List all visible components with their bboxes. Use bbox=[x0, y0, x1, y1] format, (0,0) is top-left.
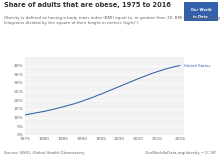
Text: Source: WHO, Global Health Observatory: Source: WHO, Global Health Observatory bbox=[4, 151, 85, 155]
Text: Share of adults that are obese, 1975 to 2016: Share of adults that are obese, 1975 to … bbox=[4, 2, 171, 7]
Text: OurWorldInData.org/obesity • CC BY: OurWorldInData.org/obesity • CC BY bbox=[145, 151, 216, 155]
Text: in Data: in Data bbox=[193, 15, 208, 19]
Text: United States: United States bbox=[184, 64, 211, 68]
Text: Our World: Our World bbox=[191, 8, 211, 12]
Text: Obesity is defined as having a body mass index (BMI) equal to, or greater than 3: Obesity is defined as having a body mass… bbox=[4, 16, 220, 25]
